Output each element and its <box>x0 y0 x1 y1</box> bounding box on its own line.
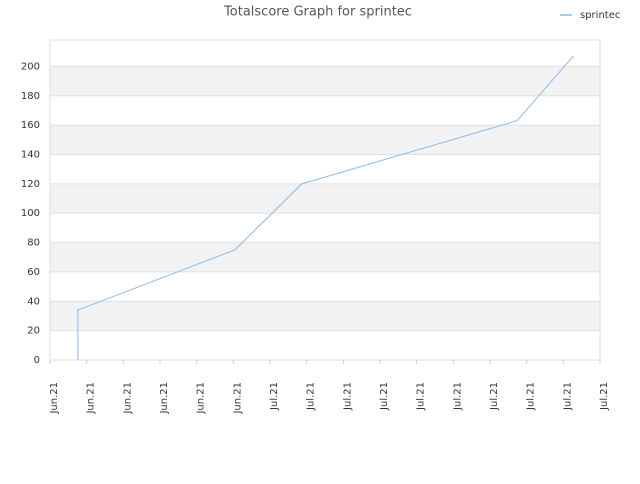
legend-label: sprintec <box>580 10 620 21</box>
y-tick-label: 180 <box>21 91 40 102</box>
x-tick-label: Jun.21 <box>86 382 97 415</box>
plot-border <box>49 39 601 361</box>
plot-band <box>50 271 600 302</box>
y-tick-label: 100 <box>21 208 40 219</box>
x-tick-label: Jul.21 <box>489 382 500 411</box>
y-tick-label: 200 <box>21 61 40 72</box>
plot-band <box>50 242 600 272</box>
plot-band <box>50 330 600 360</box>
y-tick-label: 60 <box>27 267 40 278</box>
x-tick-label: Jun.21 <box>196 382 207 415</box>
plot-band <box>50 40 600 67</box>
plot-band <box>50 95 600 126</box>
plot-band <box>50 183 600 214</box>
x-tick-label: Jul.21 <box>306 382 317 411</box>
x-tick-label: Jul.21 <box>562 382 573 411</box>
plot-band <box>50 301 600 331</box>
y-tick-label: 40 <box>27 296 40 307</box>
y-tick-label: 20 <box>27 326 40 337</box>
x-tick-label: Jul.21 <box>416 382 427 411</box>
x-tick-label: Jun.21 <box>232 382 243 415</box>
x-tick-label: Jul.21 <box>526 382 537 411</box>
plot-band <box>50 213 600 243</box>
plot-band <box>50 125 600 155</box>
plot-band <box>50 154 600 184</box>
x-tick-label: Jul.21 <box>452 382 463 411</box>
y-tick-label: 0 <box>34 355 40 366</box>
plot-band <box>50 66 600 96</box>
y-tick-label: 160 <box>21 120 40 131</box>
y-tick-label: 80 <box>27 238 40 249</box>
x-tick-label: Jun.21 <box>159 382 170 415</box>
y-tick-label: 140 <box>21 149 40 160</box>
x-tick-label: Jul.21 <box>269 382 280 411</box>
x-tick-label: Jul.21 <box>342 382 353 411</box>
x-tick-label: Jun.21 <box>49 382 60 415</box>
y-tick-label: 120 <box>21 179 40 190</box>
x-tick-label: Jun.21 <box>122 382 133 415</box>
x-tick-label: Jul.21 <box>379 382 390 411</box>
line-series <box>77 55 574 360</box>
chart-title: Totalscore Graph for sprintec <box>223 5 412 20</box>
x-tick-label: Jul.21 <box>599 382 610 411</box>
